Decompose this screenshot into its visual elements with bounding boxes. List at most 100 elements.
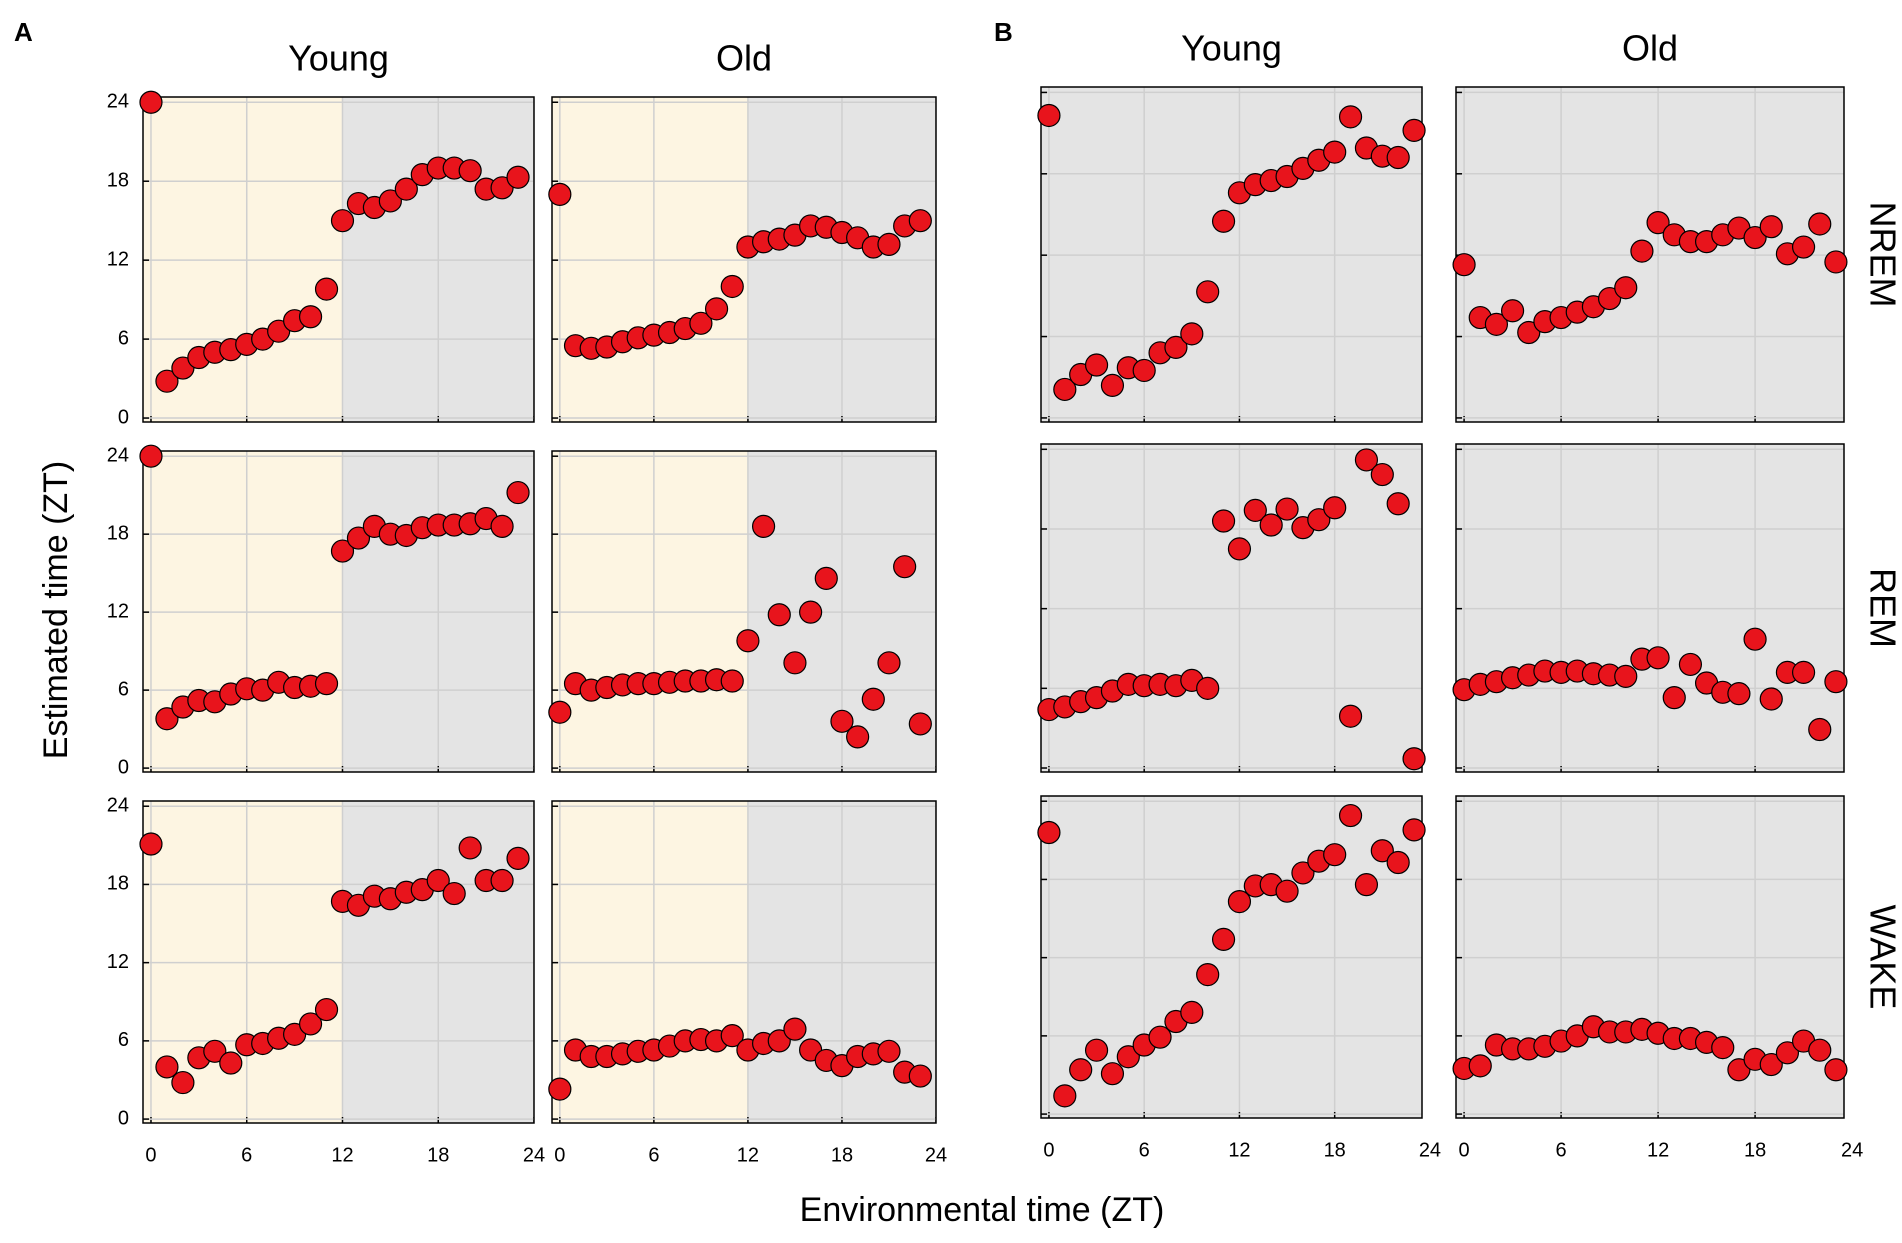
y-tick-label: 0 (118, 1107, 129, 1129)
mean-point (799, 600, 823, 624)
mean-point (1452, 253, 1476, 277)
mean-point (1053, 377, 1077, 402)
mean-point (1037, 103, 1061, 128)
mean-point (458, 836, 482, 860)
mean-point (1678, 652, 1703, 677)
x-tick-label: 18 (1744, 1139, 1766, 1161)
mean-point (1164, 335, 1188, 360)
y-tick-label: 6 (118, 327, 129, 349)
mean-point (490, 176, 514, 200)
panel-frame (1040, 795, 1423, 1119)
mean-point (506, 846, 530, 870)
mean-point (1808, 212, 1832, 236)
mean-point (1386, 492, 1410, 516)
plot-area (1456, 444, 1844, 772)
mean-point (1227, 537, 1252, 561)
mean-point (1211, 209, 1236, 233)
y-tick-label: 12 (107, 248, 129, 270)
mean-point (908, 712, 932, 736)
mean-point (1338, 803, 1363, 828)
x-axis-label: Environmental time (ZT) (800, 1191, 1165, 1229)
mean-point (1727, 682, 1751, 706)
mean-point (1402, 818, 1426, 842)
mean-point (155, 369, 179, 393)
mean-point (1386, 850, 1410, 875)
mean-point (877, 1039, 901, 1063)
mean-point (1808, 1038, 1832, 1062)
x-tick-label: 0 (554, 1144, 565, 1166)
panel-title: Young (288, 38, 389, 79)
mean-point (1323, 140, 1347, 164)
mean-point (219, 1051, 243, 1075)
row-label: WAKE (1862, 905, 1902, 1010)
x-tick-label: 6 (1139, 1139, 1150, 1161)
mean-point (442, 881, 466, 906)
mean-point (1646, 646, 1670, 670)
mean-point (1196, 962, 1220, 987)
mean-point (1180, 322, 1204, 346)
plot-area (1456, 796, 1844, 1118)
x-tick-label: 12 (1647, 1139, 1669, 1161)
x-tick-label: 24 (523, 1144, 545, 1166)
mean-point (1402, 747, 1426, 771)
mean-point (1323, 843, 1347, 867)
mean-point (1386, 145, 1410, 170)
y-tick-label: 0 (118, 756, 129, 778)
panel-frame (551, 450, 937, 773)
mean-point (1259, 513, 1283, 537)
mean-point (908, 209, 932, 233)
mean-point (1084, 1038, 1109, 1062)
x-tick-label: 12 (1228, 1139, 1250, 1161)
mean-point (155, 707, 179, 731)
mean-point (1307, 508, 1331, 532)
mean-point (1211, 927, 1236, 952)
x-tick-label: 6 (648, 1144, 659, 1166)
mean-point (1711, 1036, 1735, 1060)
y-tick-label: 6 (118, 678, 129, 700)
mean-point (1323, 496, 1347, 520)
panel-frame (142, 450, 535, 773)
mean-point (1196, 280, 1220, 304)
mean-point (767, 1029, 791, 1053)
x-tick-label: 6 (241, 1144, 252, 1166)
mean-point (736, 629, 760, 653)
mean-point (1824, 670, 1848, 694)
mean-point (1354, 448, 1379, 472)
mean-point (1275, 879, 1299, 903)
y-tick-label: 24 (107, 794, 129, 816)
mean-point (1597, 286, 1622, 311)
mean-point (1614, 276, 1638, 300)
mean-point (490, 868, 514, 893)
mean-point (720, 274, 744, 299)
row-label: NREM (1862, 202, 1902, 308)
mean-point (1053, 1084, 1077, 1108)
mean-point (1662, 686, 1686, 710)
mean-point (378, 189, 402, 213)
mean-point (1338, 704, 1363, 728)
mean-point (139, 444, 163, 468)
mean-point (1116, 1045, 1140, 1069)
mean-point (506, 480, 530, 505)
mean-point (783, 1017, 807, 1041)
y-tick-label: 6 (118, 1029, 129, 1051)
mean-point (171, 356, 195, 380)
y-tick-label: 18 (107, 522, 129, 544)
mean-point (1100, 1062, 1125, 1086)
plot-area (1456, 87, 1844, 422)
mean-point (1354, 873, 1379, 897)
x-tick-label: 24 (1419, 1139, 1441, 1161)
plot-area (143, 97, 534, 422)
mean-point (1211, 509, 1236, 533)
mean-point (1037, 820, 1061, 845)
mean-point (1069, 1058, 1093, 1082)
mean-point (314, 997, 339, 1022)
mean-point (720, 1024, 744, 1048)
mean-point (1759, 215, 1783, 239)
mean-point (1775, 1041, 1800, 1065)
y-tick-label: 18 (107, 169, 129, 191)
x-tick-label: 0 (1043, 1139, 1054, 1161)
mean-point (1824, 250, 1848, 274)
plot-area (552, 801, 936, 1123)
mean-point (877, 232, 901, 256)
plot-area (1041, 444, 1422, 772)
